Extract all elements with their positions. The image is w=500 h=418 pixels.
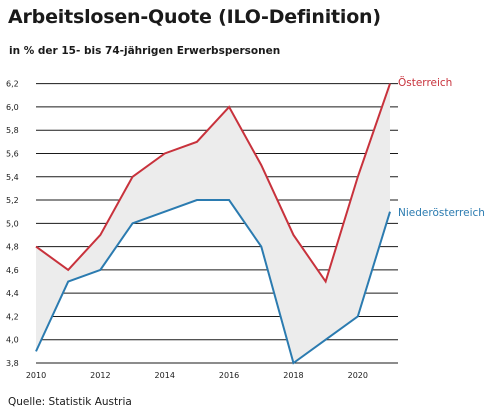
x-tick-label: 2020 bbox=[348, 371, 368, 380]
series-label-oesterreich: Österreich bbox=[398, 76, 452, 89]
y-tick-label: 6,2 bbox=[6, 80, 19, 89]
y-tick-label: 5,6 bbox=[6, 149, 19, 158]
x-tick-label: 2016 bbox=[219, 371, 239, 380]
x-tick-label: 2018 bbox=[283, 371, 303, 380]
x-axis-ticks: 2010 2012 2014 2016 2018 2020 bbox=[26, 371, 368, 380]
series-labels: Österreich Niederösterreich bbox=[398, 76, 485, 219]
y-tick-label: 5,4 bbox=[6, 173, 19, 182]
y-tick-label: 3,8 bbox=[6, 359, 19, 368]
series-lines bbox=[35, 83, 391, 365]
y-tick-label: 4,6 bbox=[6, 266, 19, 275]
chart-title: Arbeitslosen-Quote (ILO-Definition) bbox=[8, 6, 381, 28]
source-note: Quelle: Statistik Austria bbox=[8, 396, 132, 408]
y-tick-label: 4,8 bbox=[6, 243, 19, 252]
gap-band bbox=[36, 83, 390, 363]
y-axis-ticks: 3,8 4,0 4,2 4,4 4,6 4,8 5,0 5,2 5,4 5,6 5,8 6,0 6,2 bbox=[6, 80, 19, 368]
y-tick-label: 4,2 bbox=[6, 312, 19, 321]
y-tick-label: 5,0 bbox=[6, 219, 19, 228]
x-tick-label: 2012 bbox=[90, 371, 110, 380]
series-line bbox=[35, 199, 391, 365]
band-area bbox=[36, 83, 390, 363]
series-label-niederoesterreich: Niederösterreich bbox=[398, 207, 485, 219]
series-line bbox=[35, 83, 391, 284]
y-tick-label: 4,4 bbox=[6, 289, 19, 298]
x-tick-label: 2010 bbox=[26, 371, 46, 380]
chart-subtitle: in % der 15- bis 74-jährigen Erwerbspers… bbox=[9, 45, 281, 57]
y-tick-label: 5,8 bbox=[6, 126, 19, 135]
y-tick-label: 4,0 bbox=[6, 336, 19, 345]
y-tick-label: 5,2 bbox=[6, 196, 19, 205]
x-tick-label: 2014 bbox=[155, 371, 175, 380]
y-tick-label: 6,0 bbox=[6, 103, 19, 112]
